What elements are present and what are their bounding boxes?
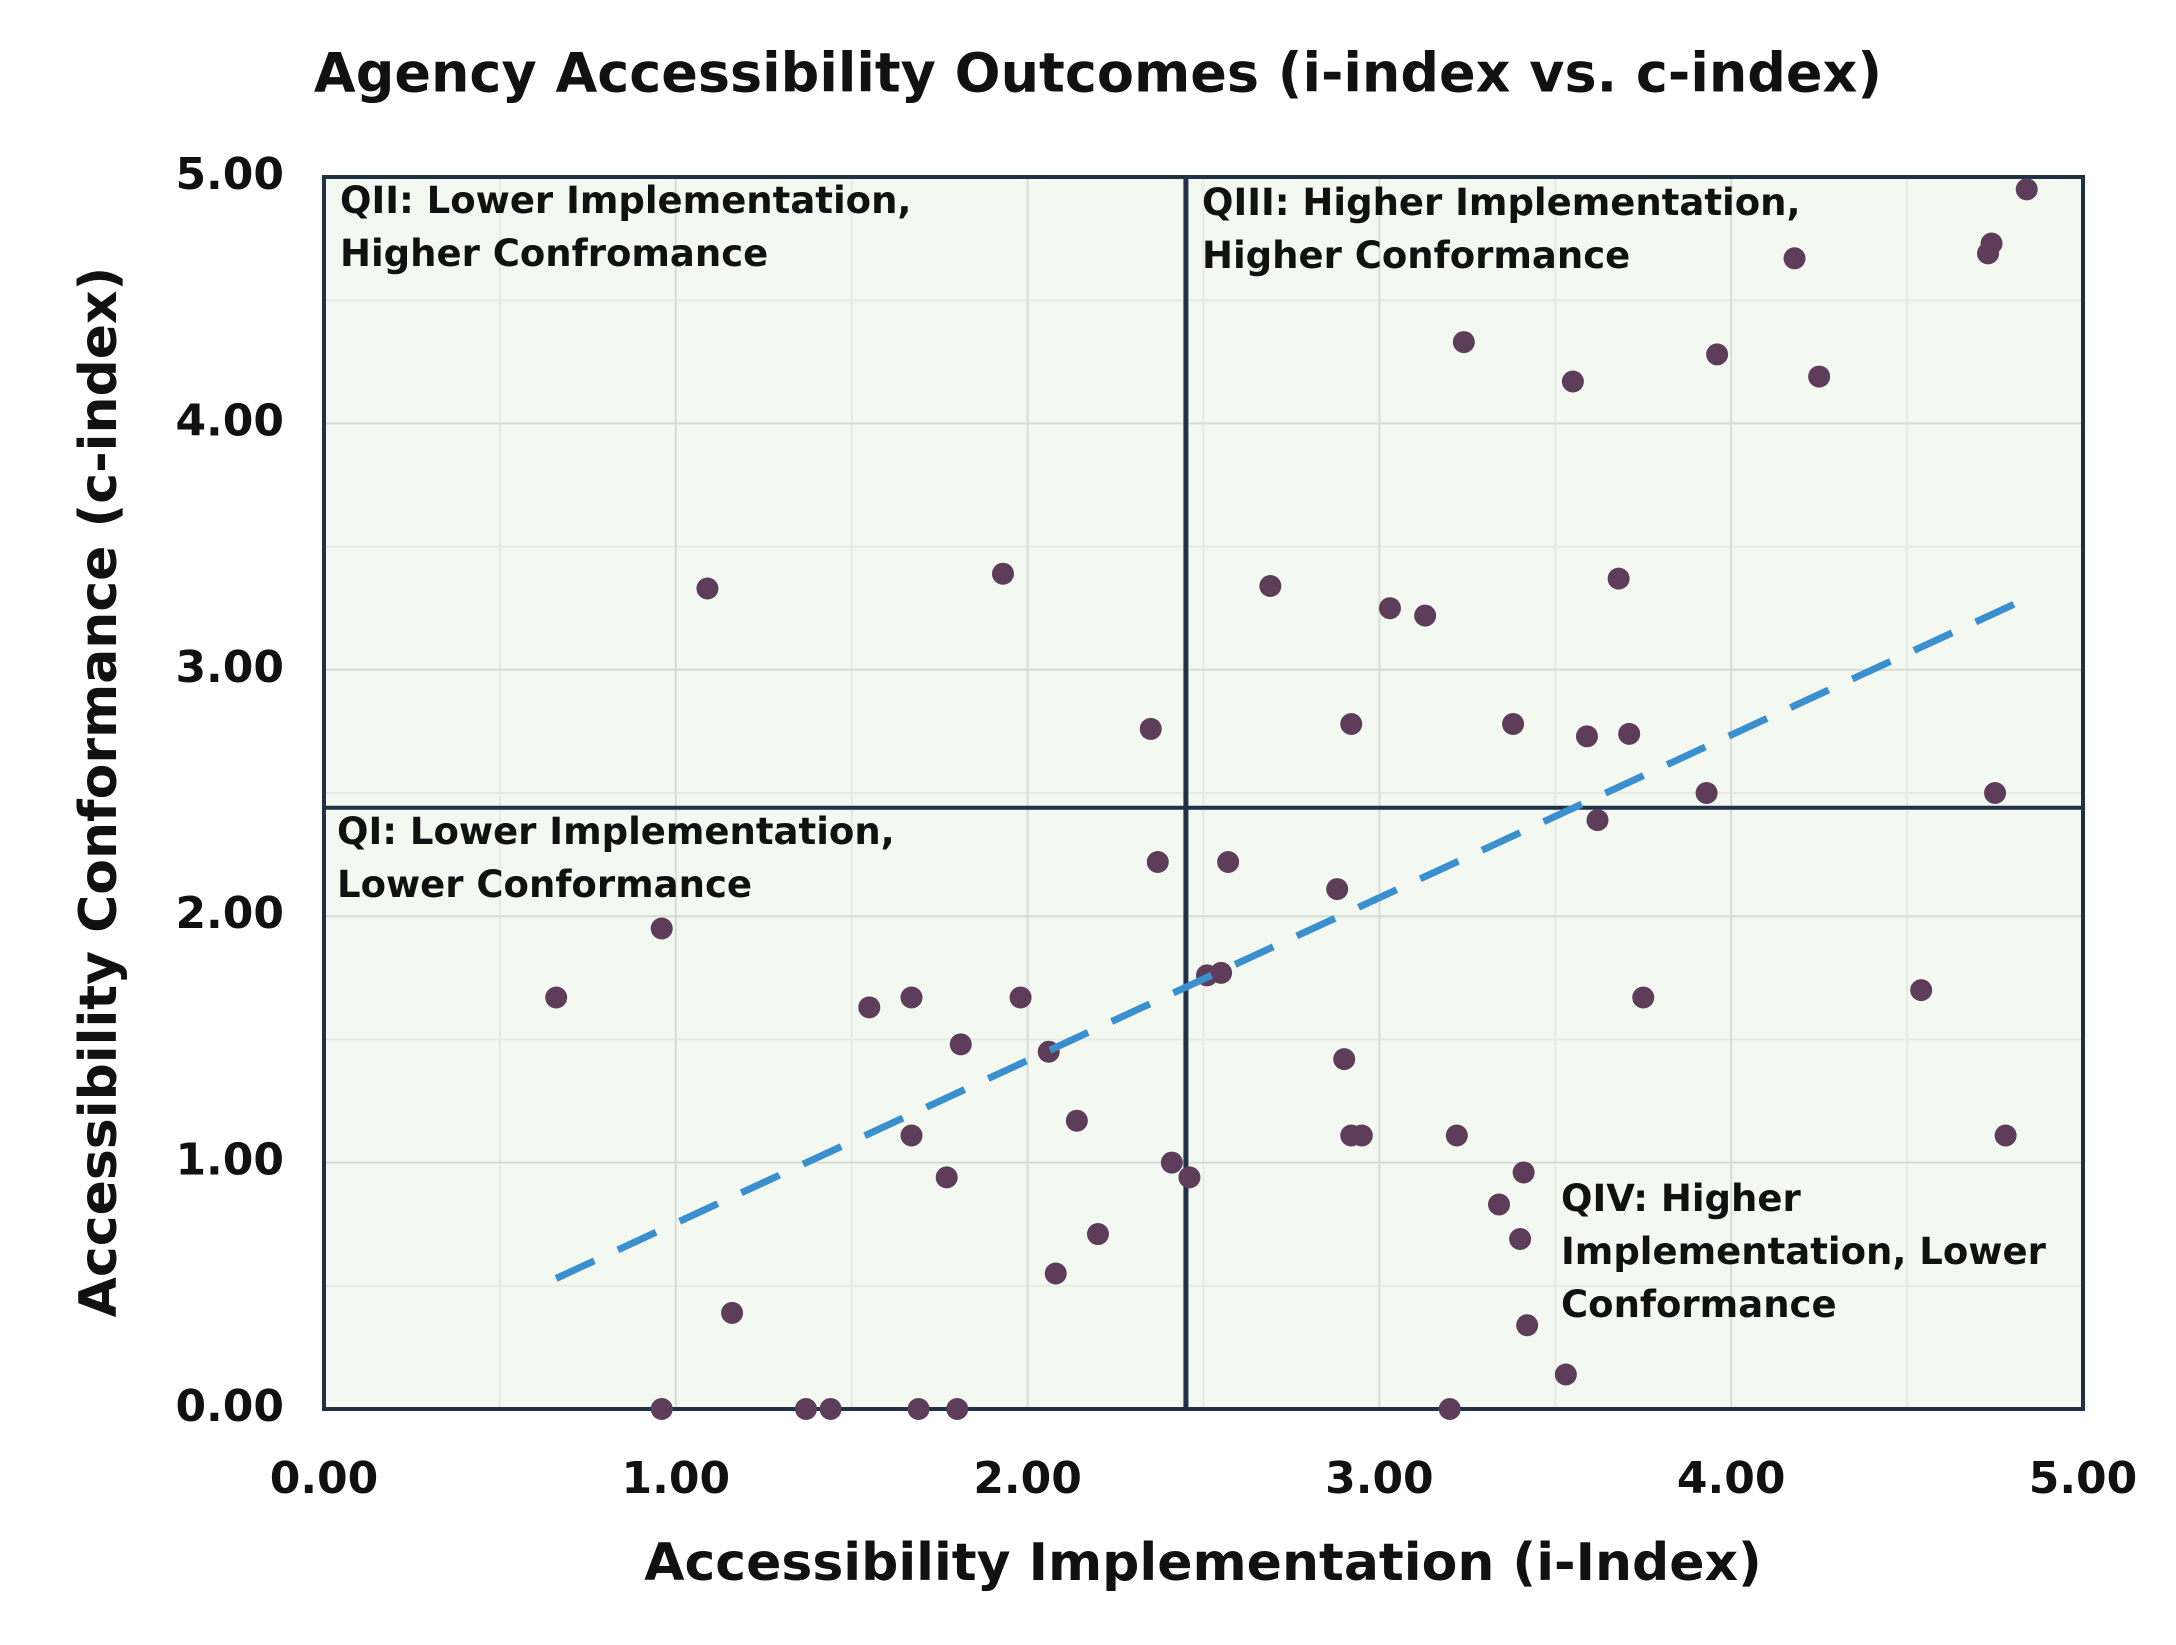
y-tick-label: 1.00 [175,1135,284,1186]
data-point [991,562,1014,585]
quadrant-label: QII: Lower Implementation, [340,179,911,222]
quadrant-label: Lower Conformance [337,863,752,906]
data-point [1910,979,1933,1002]
data-point [1009,986,1032,1009]
data-point [721,1301,744,1324]
quadrant-label: Higher Conformance [1202,234,1630,277]
data-point [1217,850,1240,873]
quadrant-label: Implementation, Lower [1561,1230,2047,1273]
data-point [1554,1363,1577,1386]
x-tick-label: 3.00 [1325,1453,1434,1504]
chart-title: Agency Accessibility Outcomes (i-index v… [314,42,1882,105]
data-point [794,1398,817,1420]
data-point [1452,331,1475,354]
data-point [858,996,881,1019]
data-point [1502,713,1525,736]
data-point [1607,567,1630,590]
data-point [900,986,923,1009]
y-axis-label: Accessibility Conformance (c-index) [69,267,129,1318]
data-point [946,1398,969,1420]
data-point [1160,1151,1183,1174]
data-point [1139,717,1162,740]
data-point [1333,1048,1356,1071]
data-point [1516,1314,1539,1337]
data-point [1994,1124,2017,1147]
data-point [1706,343,1729,366]
data-point [1586,809,1609,832]
y-tick-label: 2.00 [175,888,284,939]
data-point [949,1033,972,1056]
data-point [1178,1166,1201,1189]
data-point [907,1398,930,1420]
data-point [1632,986,1655,1009]
data-point [1561,370,1584,393]
data-point [1488,1193,1511,1216]
data-point [1445,1124,1468,1147]
quadrant-label: QI: Lower Implementation, [337,810,895,853]
quadrant-label: Higher Confromance [340,232,768,275]
data-point [1210,961,1233,984]
data-point [1044,1262,1067,1285]
plot-border [322,175,2085,1411]
data-point [1575,725,1598,748]
data-point [2015,178,2038,201]
data-point [545,986,568,1009]
data-point [1378,597,1401,620]
data-point [1438,1398,1461,1420]
quadrant-label: QIII: Higher Implementation, [1202,181,1801,224]
y-tick-label: 4.00 [175,395,284,446]
data-point [935,1166,958,1189]
data-point [1065,1109,1088,1132]
y-tick-label: 3.00 [175,642,284,693]
x-tick-label: 2.00 [973,1453,1082,1504]
data-point [650,917,673,940]
data-point [1984,782,2007,804]
data-point [1695,782,1718,804]
data-point [1086,1223,1109,1246]
x-axis-label: Accessibility Implementation (i-Index) [644,1533,1762,1593]
data-point [900,1124,923,1147]
data-point [696,577,719,600]
data-point [1618,722,1641,745]
data-point [1783,247,1806,270]
x-tick-label: 0.00 [270,1453,379,1504]
quadrant-label: QIV: Higher [1561,1177,1801,1220]
y-tick-label: 0.00 [175,1381,284,1432]
data-point [1808,365,1831,388]
data-point [819,1398,842,1420]
y-tick-label: 5.00 [175,149,284,200]
x-tick-label: 1.00 [622,1453,731,1504]
data-point [1146,850,1169,873]
x-tick-label: 5.00 [2029,1453,2138,1504]
quadrant-label: Conformance [1561,1283,1837,1326]
data-point [650,1398,673,1420]
data-point [1512,1161,1535,1184]
x-tick-label: 4.00 [1677,1453,1786,1504]
data-point [1259,575,1282,598]
data-point [1350,1124,1373,1147]
data-point [1326,878,1349,901]
data-point [1414,604,1437,627]
data-point [1340,713,1363,736]
data-point [1977,242,2000,265]
data-point [1509,1227,1532,1250]
